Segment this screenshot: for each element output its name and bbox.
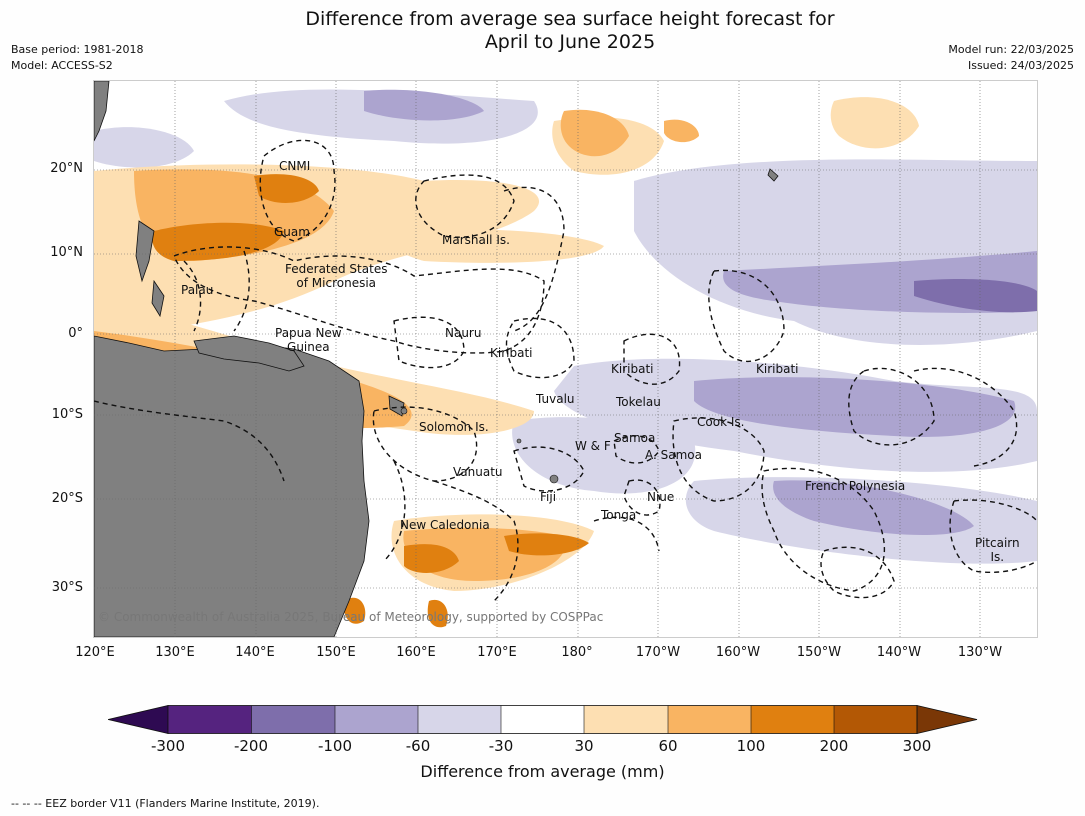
colorbar-tick-60: 60 [658, 737, 678, 755]
lat-label-30s: 30°S [51, 580, 83, 595]
place-label-french-polynesia: French Polynesia [805, 479, 906, 493]
lon-label-140w: 140°W [876, 645, 922, 660]
land-masses [94, 81, 779, 637]
colorbar-segment-4 [418, 705, 501, 734]
lon-label-130w: 130°W [957, 645, 1003, 660]
colorbar-segment-5 [501, 705, 584, 734]
place-label-tuvalu: Tuvalu [536, 392, 575, 406]
place-label-tokelau: Tokelau [616, 395, 661, 409]
place-label-marshall: Marshall Is. [442, 233, 510, 247]
colorbar-tick--200: -200 [233, 737, 269, 755]
place-label-png: Papua New Guinea [275, 326, 342, 354]
copyright-text: © Commonwealth of Australia 2025, Bureau… [98, 610, 604, 624]
lon-label-130e: 130°E [155, 645, 195, 660]
title-line-1: Difference from average sea surface heig… [305, 8, 835, 30]
lon-label-150w: 150°W [796, 645, 842, 660]
colorbar-tick-100: 100 [736, 737, 766, 755]
colorbar [108, 705, 978, 735]
lon-label-120e: 120°E [75, 645, 115, 660]
lon-label-160e: 160°E [396, 645, 436, 660]
lon-label-150e: 150°E [316, 645, 356, 660]
place-label-kiribati-central: Kiribati [611, 362, 654, 376]
place-label-fsm: Federated States of Micronesia [285, 262, 387, 290]
lon-label-180: 180° [561, 645, 593, 660]
place-label-nauru: Nauru [445, 326, 482, 340]
colorbar-segment-6 [584, 705, 668, 734]
colorbar-segment-9 [834, 705, 917, 734]
colorbar-segment-7 [668, 705, 751, 734]
lon-label-170e: 170°E [477, 645, 517, 660]
lon-label-160w: 160°W [715, 645, 761, 660]
eez-legend-note: -- -- -- EEZ border V11 (Flanders Marine… [11, 797, 320, 810]
colorbar-low-extend [108, 705, 169, 735]
colorbar-segment-1 [168, 705, 252, 734]
place-label-palau: Palau [181, 283, 214, 297]
map-title: Difference from average sea surface heig… [0, 8, 1085, 54]
place-label-kiribati-west: Kiribati [490, 346, 533, 360]
colorbar-tick--100: -100 [317, 737, 353, 755]
place-label-guam: Guam [274, 225, 310, 239]
place-label-samoa: Samoa [614, 431, 656, 445]
lat-label-20n: 20°N [50, 161, 83, 176]
colorbar-tick-300: 300 [902, 737, 932, 755]
colorbar-tick-30: 30 [574, 737, 594, 755]
colorbar-segment-3 [335, 705, 418, 734]
place-label-tonga: Tonga [601, 508, 637, 522]
place-label-fiji: Fiji [540, 490, 557, 504]
issued-date: Issued: 24/03/2025 [967, 59, 1074, 72]
colorbar-dividers [251, 705, 835, 734]
place-label-wallis-futuna: W & F [575, 439, 611, 453]
lat-label-10n: 10°N [50, 245, 83, 260]
lat-label-20s: 20°S [51, 491, 83, 506]
map-panel[interactable] [93, 80, 1038, 638]
negative-anomaly-regions [94, 89, 1037, 564]
place-label-solomon: Solomon Is. [419, 420, 489, 434]
place-label-png-line1: Papua New [275, 326, 342, 340]
place-label-new-caledonia: New Caledonia [400, 518, 490, 532]
colorbar-tick-200: 200 [819, 737, 849, 755]
place-label-niue: Niue [647, 490, 675, 504]
place-label-pitcairn-line1: Pitcairn [975, 536, 1020, 550]
map-svg [94, 81, 1037, 637]
lat-label-0: 0° [68, 326, 83, 341]
meta-left: Base period: 1981-2018 Model: ACCESS-S2 [11, 42, 143, 74]
lat-label-10s: 10°S [51, 407, 83, 422]
colorbar-tick--30: -30 [488, 737, 514, 755]
base-period: Base period: 1981-2018 [11, 43, 144, 56]
colorbar-tick--60: -60 [405, 737, 431, 755]
place-label-american-samoa: A. Samoa [645, 448, 702, 462]
eez-borders [94, 139, 1037, 602]
graticule [94, 81, 1037, 637]
lon-label-140e: 140°E [235, 645, 275, 660]
place-label-pitcairn: Pitcairn Is. [975, 536, 1020, 564]
place-label-fsm-line1: Federated States [285, 262, 388, 276]
place-label-fsm-line2: of Micronesia [296, 276, 377, 290]
colorbar-segment-2 [251, 705, 335, 734]
island-outlines [400, 407, 559, 484]
colorbar-high-extend [916, 705, 978, 735]
colorbar-label: Difference from average (mm) [420, 762, 665, 781]
title-line-2: April to June 2025 [484, 31, 656, 53]
place-label-kiribati-east: Kiribati [756, 362, 799, 376]
place-label-png-line2: Guinea [287, 340, 330, 354]
meta-right: Model run: 22/03/2025 Issued: 24/03/2025 [948, 42, 1074, 74]
place-label-cnmi: CNMI [279, 159, 311, 173]
model-run: Model run: 22/03/2025 [948, 43, 1074, 56]
place-label-vanuatu: Vanuatu [453, 465, 503, 479]
colorbar-segment-8 [751, 705, 834, 734]
colorbar-tick--300: -300 [150, 737, 186, 755]
lon-label-170w: 170°W [635, 645, 681, 660]
colorbar-outline [167, 705, 918, 734]
place-label-cook: Cook Is. [697, 415, 745, 429]
place-label-pitcairn-line2: Is. [990, 550, 1005, 564]
model-name: Model: ACCESS-S2 [11, 59, 113, 72]
